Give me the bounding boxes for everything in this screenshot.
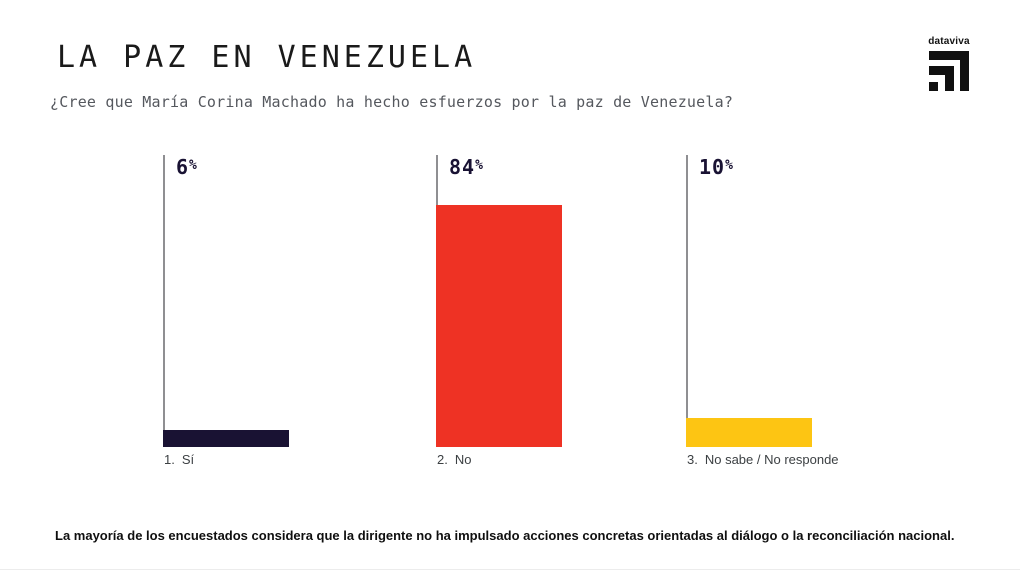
dataviva-logo-icon <box>929 51 969 91</box>
brand-wordmark: dataviva <box>928 36 970 47</box>
bar-nosabe <box>686 418 812 447</box>
percent-sign: % <box>475 158 483 173</box>
percent-sign: % <box>725 158 733 173</box>
bar-si <box>163 430 289 447</box>
value-label-nosabe: 10% <box>699 155 733 179</box>
survey-question: ¿Cree que María Corina Machado ha hecho … <box>50 93 734 111</box>
value-label-si: 6% <box>176 155 197 179</box>
dataviva-brand: dataviva <box>928 36 970 91</box>
value-label-no: 84% <box>449 155 483 179</box>
bar-group-nosabe: 10% 3. No sabe / No responde <box>686 155 948 467</box>
bar-group-si: 6% 1. Sí <box>163 155 425 467</box>
y-axis-line <box>163 155 165 447</box>
page-title: LA PAZ EN VENEZUELA <box>57 40 477 75</box>
category-label-si: 1. Sí <box>164 452 195 467</box>
category-label-nosabe: 3. No sabe / No responde <box>687 452 839 467</box>
bar-group-no: 84% 2. No <box>436 155 698 467</box>
conclusion-note: La mayoría de los encuestados considera … <box>55 528 955 543</box>
percent-sign: % <box>189 158 197 173</box>
category-label-no: 2. No <box>437 452 472 467</box>
y-axis-line <box>686 155 688 447</box>
bar-no <box>436 205 562 447</box>
bottom-divider <box>0 569 1020 570</box>
